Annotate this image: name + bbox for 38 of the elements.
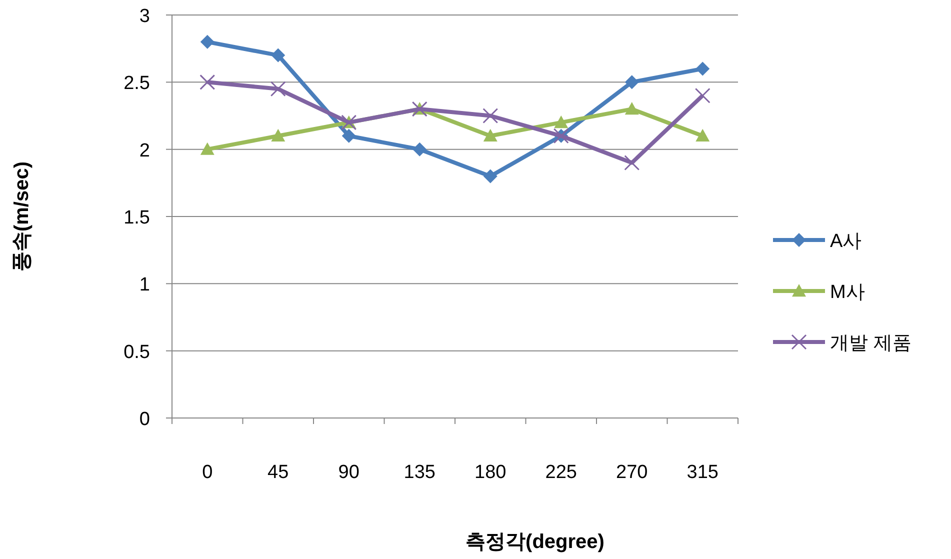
point: [694, 88, 710, 104]
x-tick-label: 180: [474, 462, 506, 483]
legend-label: M사: [830, 282, 865, 303]
point: [624, 155, 640, 171]
y-tick-label: 0: [139, 409, 150, 430]
y-tick-label: 2.5: [124, 73, 150, 94]
x-tick-label: 225: [545, 462, 577, 483]
x-axis-title: 측정각(degree): [466, 531, 604, 553]
point: [624, 75, 639, 90]
point: [696, 62, 710, 76]
point: [342, 128, 356, 143]
y-tick-label: 0.5: [124, 342, 150, 363]
legend-label: A사: [830, 231, 862, 252]
y-axis-title: 풍속(m/sec): [11, 161, 33, 272]
x-tick-label: 135: [404, 462, 436, 483]
x-tick-label: 315: [686, 462, 718, 483]
point: [482, 108, 498, 124]
y-tick-label: 1.5: [124, 208, 150, 228]
y-tick-label: 3: [139, 6, 150, 27]
x-tick-label: 90: [338, 462, 360, 483]
point: [200, 74, 216, 90]
point: [554, 115, 568, 128]
point: [271, 128, 286, 142]
x-tick-label: 45: [268, 462, 289, 483]
x-tick-label: 0: [202, 462, 213, 483]
point: [483, 169, 498, 184]
point: [696, 128, 710, 142]
point: [412, 142, 427, 156]
point: [200, 34, 214, 49]
point: [624, 102, 639, 115]
y-tick-label: 2: [139, 140, 150, 162]
point: [271, 48, 286, 62]
x-tick-label: 270: [616, 462, 648, 483]
point: [270, 81, 286, 97]
legend-label: 개발 제품: [830, 333, 912, 354]
point: [200, 142, 214, 155]
y-tick-label: 1: [139, 274, 150, 296]
point: [483, 128, 498, 142]
